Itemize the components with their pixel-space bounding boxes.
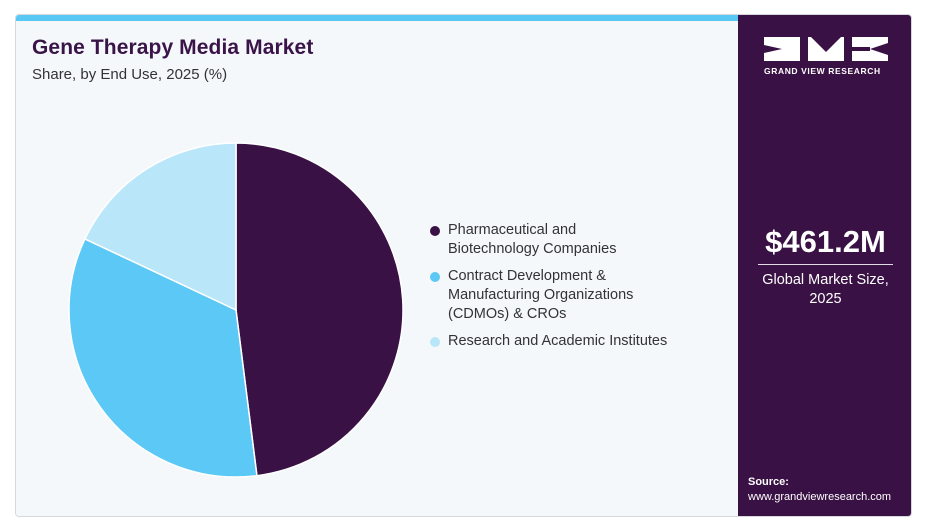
report-card: Gene Therapy Media Market Share, by End … xyxy=(15,14,912,517)
legend-label-line: Biotechnology Companies xyxy=(448,241,617,257)
pie-chart xyxy=(68,142,404,478)
chart-legend: Pharmaceutical and Biotechnology Compani… xyxy=(430,221,730,359)
chart-title: Gene Therapy Media Market xyxy=(32,36,314,59)
logo-text: GRAND VIEW RESEARCH xyxy=(764,66,881,76)
chart-panel: Gene Therapy Media Market Share, by End … xyxy=(16,15,738,516)
summary-sidebar: GRAND VIEW RESEARCH $461.2M Global Marke… xyxy=(738,15,911,516)
market-size-label-year: 2025 xyxy=(809,291,842,307)
pie-slice-pharma-biotech xyxy=(235,142,404,477)
pie-slice-research-academic xyxy=(83,142,237,312)
market-size-label-line: Global Market Size, xyxy=(762,272,889,288)
legend-label-line: Manufacturing Organizations xyxy=(448,287,634,303)
gvr-logo: GRAND VIEW RESEARCH xyxy=(764,37,889,76)
gvr-logo-icon xyxy=(764,37,888,61)
source-note: Source: www.grandviewresearch.com xyxy=(748,475,891,505)
market-size-label: Global Market Size, 2025 xyxy=(738,271,911,309)
legend-label-line: Contract Development & xyxy=(448,268,606,284)
chart-subtitle: Share, by End Use, 2025 (%) xyxy=(32,66,228,83)
legend-dot-cdmo-cro xyxy=(430,272,440,282)
source-label: Source: xyxy=(748,476,789,488)
legend-label-line: Research and Academic Institutes xyxy=(448,333,668,349)
legend-dot-pharma-biotech xyxy=(430,226,440,236)
legend-item-cdmo-cro: Contract Development & Manufacturing Org… xyxy=(430,267,730,324)
value-divider xyxy=(758,264,893,265)
market-size-value: $461.2M xyxy=(765,224,886,259)
accent-bar xyxy=(16,15,738,21)
legend-item-pharma-biotech: Pharmaceutical and Biotechnology Compani… xyxy=(430,221,730,259)
legend-label-line: Pharmaceutical and xyxy=(448,222,577,238)
source-link[interactable]: www.grandviewresearch.com xyxy=(748,491,892,503)
legend-dot-research-academic xyxy=(430,337,440,347)
legend-item-research-academic: Research and Academic Institutes xyxy=(430,332,730,351)
legend-label-line: (CDMOs) & CROs xyxy=(448,306,567,322)
